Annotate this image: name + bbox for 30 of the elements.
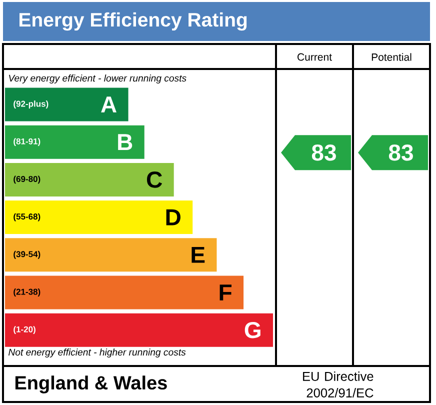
annotation: C xyxy=(146,172,162,188)
annotation: A xyxy=(101,96,116,112)
text: England & Wales xyxy=(15,376,167,394)
y-tick-label: (69-80) xyxy=(14,176,40,184)
text: Very energy efficient - lower running costs xyxy=(9,74,186,84)
y-tick-label: (92-plus) xyxy=(14,100,48,108)
bar xyxy=(5,313,274,347)
category-label: Potential xyxy=(372,53,412,61)
y-tick-label: (55-68) xyxy=(14,213,40,222)
data-label: 83 xyxy=(312,144,336,161)
bar xyxy=(5,200,193,234)
data-label: 83 xyxy=(388,144,413,161)
bar xyxy=(5,88,128,122)
text: EU Directive 2002/91/EC xyxy=(303,372,374,398)
bar xyxy=(5,276,244,310)
annotation: E xyxy=(192,246,205,263)
annotation: G xyxy=(244,322,260,338)
category-label: Current xyxy=(298,53,332,61)
chart-title: Energy Efficiency Rating xyxy=(20,12,247,31)
bar xyxy=(5,125,144,159)
y-tick-label: (81-91) xyxy=(14,138,40,146)
y-tick-label: (39-54) xyxy=(14,250,40,259)
annotation: F xyxy=(220,284,232,300)
y-tick-label: (21-38) xyxy=(14,288,40,296)
bar xyxy=(5,162,174,196)
annotation: D xyxy=(166,209,180,226)
annotation: Not energy efficient - higher running costs xyxy=(8,348,186,358)
annotation: B xyxy=(118,134,132,150)
bar xyxy=(5,238,217,272)
y-tick-label: (1-20) xyxy=(14,326,36,334)
